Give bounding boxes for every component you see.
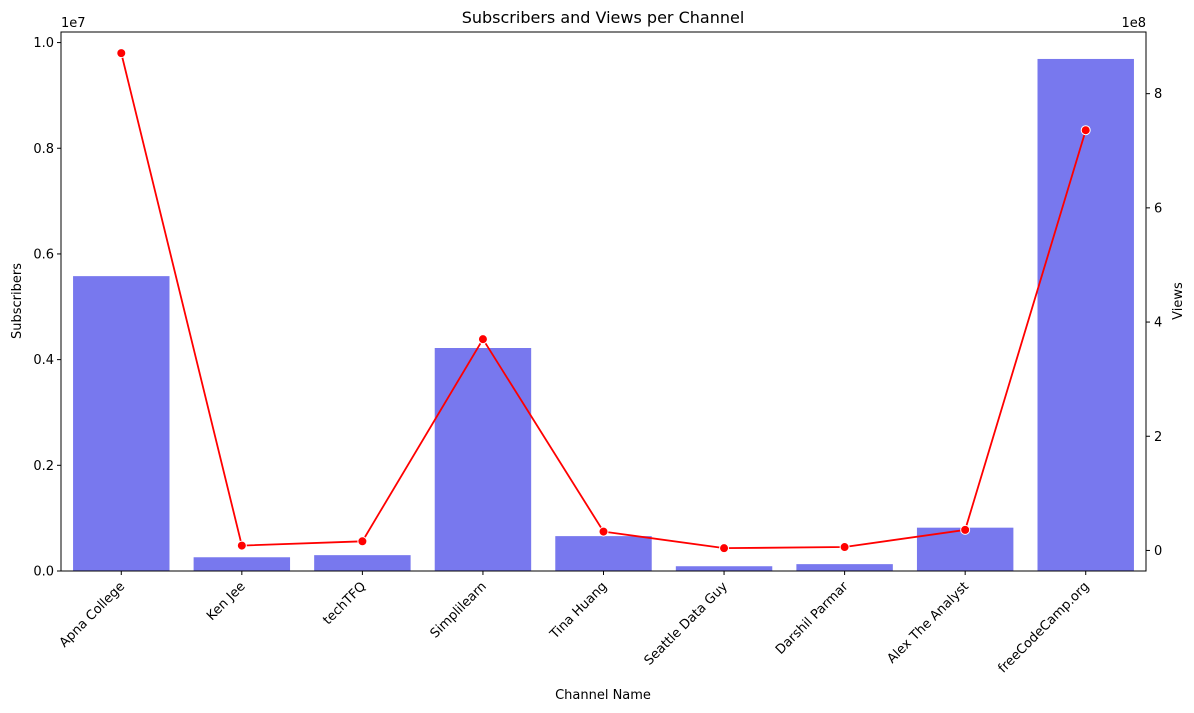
y-tick-label: 0.4 — [33, 353, 54, 368]
x-tick-label: Simplilearn — [428, 579, 490, 641]
bar-2 — [193, 557, 291, 571]
y2-tick-label: 4 — [1154, 316, 1162, 331]
views-point-8 — [960, 524, 971, 535]
bar-group — [73, 58, 1134, 571]
views-point-6 — [719, 543, 730, 554]
x-tick-label: Alex The Analyst — [885, 579, 972, 666]
left-y-offset-label: 1e7 — [61, 16, 86, 31]
line-group — [116, 48, 1091, 554]
bar-6 — [675, 566, 773, 571]
y2-tick-label: 8 — [1154, 87, 1162, 102]
views-point-5 — [598, 526, 609, 537]
x-tick-label: Apna College — [57, 579, 128, 650]
x-tick-label: Darshil Parmar — [773, 579, 852, 658]
left-y-axis-label: Subscribers — [10, 263, 25, 339]
chart-title: Subscribers and Views per Channel — [462, 8, 745, 27]
views-point-7 — [839, 542, 850, 553]
x-tick-label: Tina Huang — [547, 579, 611, 643]
bar-1 — [73, 276, 170, 571]
views-point-2 — [236, 540, 247, 551]
right-y-axis: 0 2 4 6 8 — [1146, 87, 1162, 559]
y-tick-label: 0.2 — [33, 459, 54, 474]
y-tick-label: 0.8 — [33, 142, 54, 157]
x-tick-label: freeCodeCamp.org — [995, 579, 1092, 676]
right-y-axis-label: Views — [1171, 282, 1186, 320]
bar-9 — [1037, 58, 1134, 571]
y-tick-label: 0.0 — [33, 565, 54, 580]
y2-tick-label: 0 — [1154, 544, 1162, 559]
x-tick-label: Seattle Data Guy — [642, 579, 732, 669]
views-point-1 — [116, 48, 127, 59]
y-tick-label: 0.6 — [33, 247, 54, 262]
bar-7 — [796, 564, 893, 571]
x-axis-label: Channel Name — [555, 688, 651, 703]
x-axis: Apna College Ken Jee techTFQ Simplilearn Tin… — [57, 571, 1093, 676]
views-line — [120, 52, 1087, 550]
y-tick-label: 1.0 — [33, 36, 54, 51]
views-point-4 — [477, 334, 488, 345]
views-point-3 — [357, 536, 368, 547]
y2-tick-label: 2 — [1154, 430, 1162, 445]
x-tick-label: techTFQ — [320, 579, 369, 628]
plot-frame — [60, 31, 1147, 572]
views-point-9 — [1080, 125, 1091, 136]
left-y-axis: 0.0 0.2 0.4 0.6 0.8 1.0 — [33, 36, 61, 580]
x-tick-label: Ken Jee — [204, 579, 249, 624]
bar-4 — [434, 348, 532, 571]
bar-3 — [314, 555, 411, 571]
right-y-offset-label: 1e8 — [1121, 16, 1146, 31]
y2-tick-label: 6 — [1154, 201, 1162, 216]
bar-5 — [555, 536, 652, 571]
